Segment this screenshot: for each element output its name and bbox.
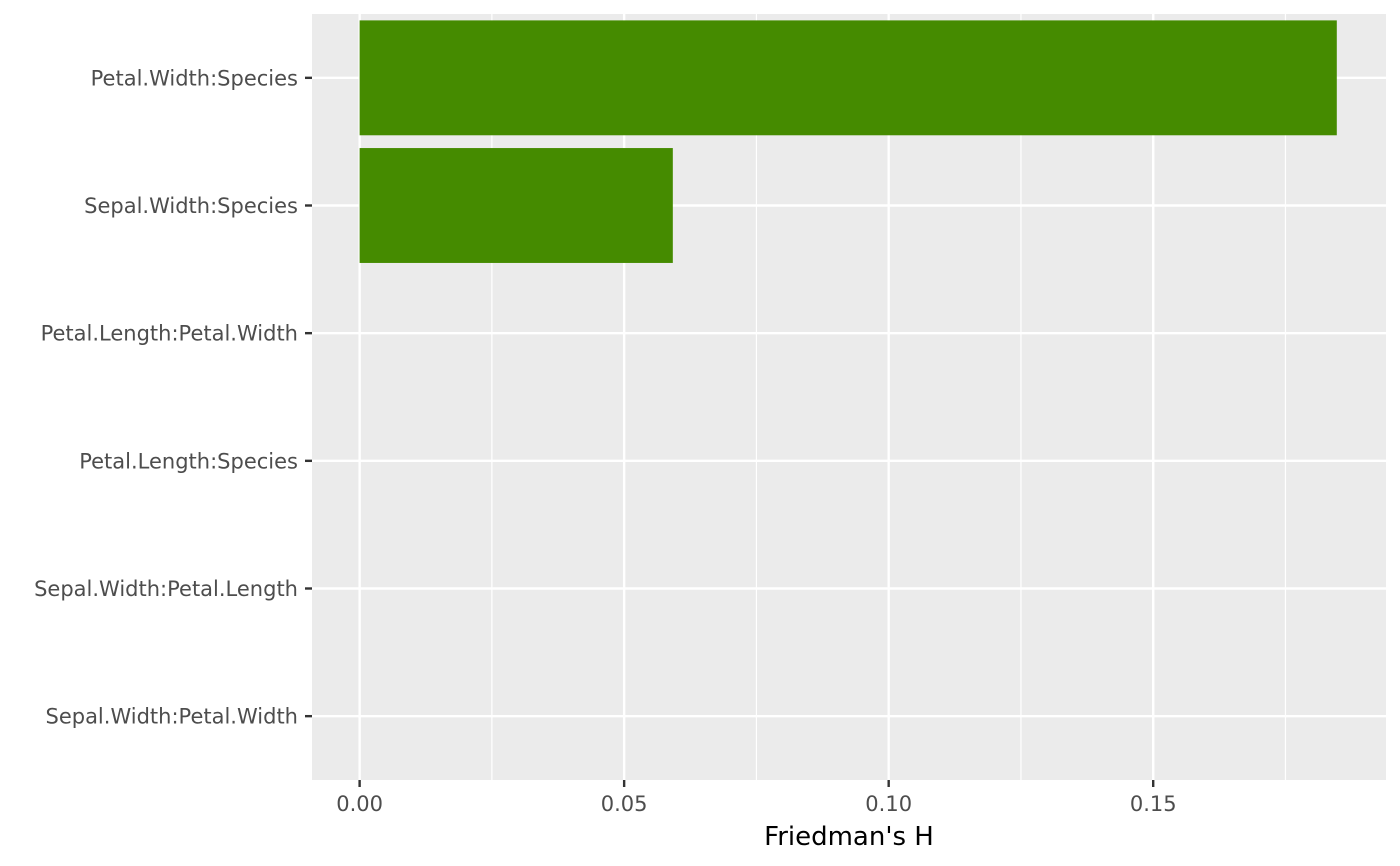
bars (359, 20, 1337, 263)
y-tick-label: Petal.Width:Species (91, 66, 298, 90)
x-tick-label: 0.15 (1130, 792, 1177, 816)
y-tick-label: Sepal.Width:Species (84, 194, 298, 218)
x-tick-label: 0.00 (336, 792, 383, 816)
bar (359, 20, 1337, 136)
y-tick-label: Sepal.Width:Petal.Width (45, 705, 298, 729)
x-tick-label: 0.05 (601, 792, 648, 816)
y-tick-label: Petal.Length:Species (79, 449, 298, 473)
x-axis-title: Friedman's H (764, 822, 934, 852)
y-tick-label: Sepal.Width:Petal.Length (34, 577, 298, 601)
y-tick-label: Petal.Length:Petal.Width (41, 322, 298, 346)
x-axis: 0.00 0.05 0.10 0.15 (336, 780, 1177, 816)
bar (359, 148, 673, 263)
x-tick-label: 0.10 (865, 792, 912, 816)
panel-background (312, 14, 1386, 780)
minor-gridlines (491, 14, 1287, 780)
y-axis: Petal.Width:Species Sepal.Width:Species Pe… (34, 66, 312, 729)
